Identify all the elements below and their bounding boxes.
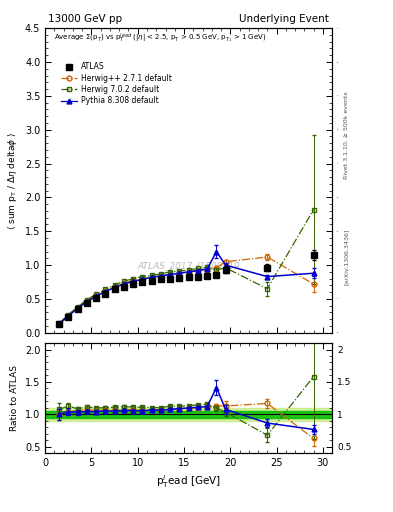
X-axis label: p$_\mathrm{T}^{l}$ead [GeV]: p$_\mathrm{T}^{l}$ead [GeV] bbox=[156, 474, 221, 490]
Text: [arXiv:1306.3436]: [arXiv:1306.3436] bbox=[344, 228, 349, 285]
Bar bbox=[45, 408, 332, 421]
Text: ATLAS_2017_I1509919: ATLAS_2017_I1509919 bbox=[137, 261, 240, 270]
Y-axis label: Ratio to ATLAS: Ratio to ATLAS bbox=[10, 365, 19, 431]
Text: Underlying Event: Underlying Event bbox=[239, 14, 329, 24]
Bar bbox=[45, 411, 332, 417]
Legend: ATLAS, Herwig++ 2.7.1 default, Herwig 7.0.2 default, Pythia 8.308 default: ATLAS, Herwig++ 2.7.1 default, Herwig 7.… bbox=[58, 59, 175, 109]
Text: 13000 GeV pp: 13000 GeV pp bbox=[48, 14, 122, 24]
Text: Average $\Sigma$(p$_\mathrm{T}$) vs p$_\mathrm{T}^{lead}$ (|$\eta$| < 2.5, p$_\m: Average $\Sigma$(p$_\mathrm{T}$) vs p$_\… bbox=[54, 31, 266, 45]
Text: Rivet 3.1.10, ≥ 500k events: Rivet 3.1.10, ≥ 500k events bbox=[344, 91, 349, 179]
Y-axis label: $\langle$ sum p$_\mathrm{T}$ / $\Delta\eta$ delta$\phi$ $\rangle$: $\langle$ sum p$_\mathrm{T}$ / $\Delta\e… bbox=[6, 132, 19, 229]
